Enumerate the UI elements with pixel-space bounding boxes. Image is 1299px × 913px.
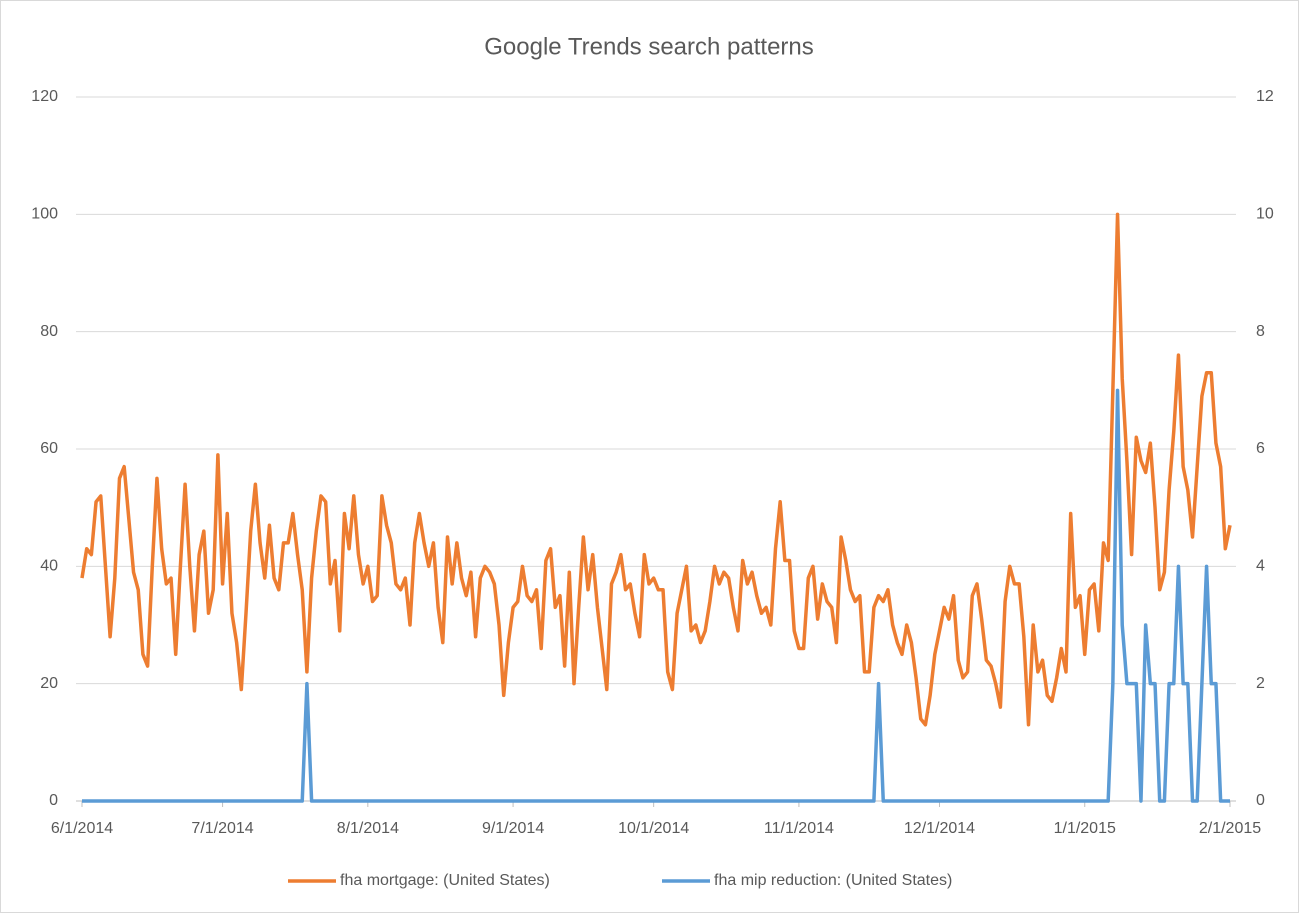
y2-tick-label: 6 (1256, 440, 1265, 457)
y-tick-label: 100 (31, 206, 58, 223)
y2-tick-label: 12 (1256, 88, 1274, 105)
series-line (80, 212, 1232, 727)
y-tick-label: 120 (31, 88, 58, 105)
x-tick-label: 10/1/2014 (618, 820, 689, 837)
y-tick-label: 40 (40, 558, 58, 575)
y-tick-label: 80 (40, 323, 58, 340)
y-tick-label: 20 (40, 675, 58, 692)
y2-tick-label: 8 (1256, 323, 1265, 340)
y-tick-label: 60 (40, 440, 58, 457)
y2-tick-label: 10 (1256, 206, 1274, 223)
x-tick-label: 6/1/2014 (51, 820, 113, 837)
x-tick-label: 11/1/2014 (764, 820, 834, 837)
x-tick-label: 12/1/2014 (904, 820, 975, 837)
legend-label: fha mortgage: (United States) (340, 872, 550, 889)
chart-title: Google Trends search patterns (484, 33, 814, 60)
x-tick-label: 9/1/2014 (482, 820, 544, 837)
x-tick-label: 1/1/2015 (1054, 820, 1116, 837)
y-tick-label: 0 (49, 792, 58, 809)
legend-label: fha mip reduction: (United States) (714, 872, 952, 889)
y2-tick-label: 4 (1256, 558, 1265, 575)
series-line (82, 388, 1230, 803)
x-tick-label: 7/1/2014 (191, 820, 253, 837)
x-tick-label: 8/1/2014 (337, 820, 399, 837)
y2-tick-label: 0 (1256, 792, 1265, 809)
y2-tick-label: 2 (1256, 675, 1265, 692)
x-tick-label: 2/1/2015 (1199, 820, 1261, 837)
